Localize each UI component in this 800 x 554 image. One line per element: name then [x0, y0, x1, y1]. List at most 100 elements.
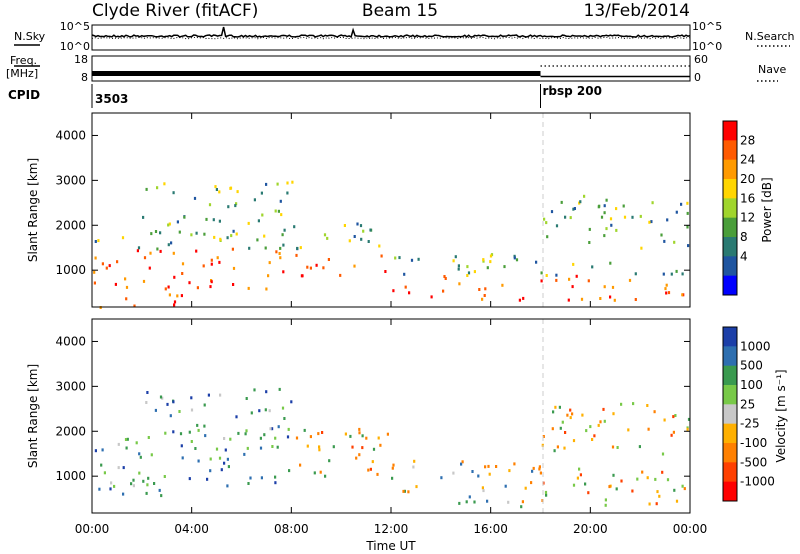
heatmap-cell [265, 182, 268, 186]
heatmap-cell [572, 207, 575, 211]
heatmap-cell [579, 200, 582, 204]
heatmap-cell [167, 223, 170, 227]
heatmap-cell [167, 243, 170, 247]
heatmap-cell [179, 432, 183, 436]
heatmap-cell [377, 436, 380, 440]
heatmap-cell [358, 453, 361, 457]
heatmap-cell [218, 456, 222, 460]
heatmap-cell [686, 201, 689, 205]
heatmap-cell [603, 204, 606, 208]
heatmap-cell [444, 277, 447, 280]
heatmap-cell [98, 487, 101, 491]
heatmap-cell [457, 264, 460, 268]
heatmap-cell [250, 411, 253, 415]
heatmap-cell [260, 476, 263, 480]
heatmap-cell [610, 223, 613, 227]
colorbar-tick-label: 25 [740, 397, 755, 411]
heatmap-cell [361, 446, 364, 450]
heatmap-cell [461, 460, 464, 464]
nsearch-label: N.Search [745, 30, 795, 43]
heatmap-cell [309, 266, 312, 270]
heatmap-cell [555, 278, 558, 282]
heatmap-cell [288, 469, 291, 473]
velocity-panel: 1000 2000 3000 4000 Slant Range [km] 1000 50… [26, 318, 788, 514]
heatmap-cell [178, 410, 181, 413]
heatmap-cell [286, 181, 289, 185]
heatmap-cell [235, 415, 238, 419]
heatmap-cell [651, 201, 654, 205]
heatmap-cell [569, 216, 572, 220]
heatmap-cell [443, 275, 446, 278]
heatmap-cell [258, 409, 261, 413]
noise-panel: N.Sky 10^5 10^0 10^5 10^0 N.Search [14, 20, 795, 53]
heatmap-cell [545, 221, 548, 225]
y-tick-label: 1000 [55, 263, 86, 277]
heatmap-cell [274, 209, 277, 213]
nsky-series-line [91, 26, 691, 38]
heatmap-cell [124, 438, 128, 441]
heatmap-cell [176, 294, 179, 298]
heatmap-cell [466, 274, 469, 277]
heatmap-cell [471, 470, 474, 473]
heatmap-cell [203, 424, 206, 428]
heatmap-cell [236, 190, 239, 194]
heatmap-cell [180, 444, 183, 448]
heatmap-cell [686, 211, 689, 215]
heatmap-cell [593, 434, 596, 438]
heatmap-cell [675, 210, 678, 214]
heatmap-cell [486, 499, 489, 503]
heatmap-cell [132, 484, 135, 488]
heatmap-cell [538, 465, 541, 469]
heatmap-cell [507, 500, 510, 504]
heatmap-cell [640, 246, 643, 250]
heatmap-cell [274, 436, 277, 440]
heatmap-cell [113, 484, 116, 488]
heatmap-cell [178, 230, 181, 234]
heatmap-cell [605, 198, 608, 202]
colorbar-tick-label: 16 [740, 191, 755, 205]
power-ylabel: Slant Range [km] [26, 158, 40, 262]
heatmap-cell [204, 434, 207, 438]
heatmap-cell [478, 288, 481, 291]
heatmap-cell [114, 282, 117, 286]
heatmap-cell [108, 264, 111, 268]
heatmap-cell [176, 220, 179, 224]
heatmap-cell [197, 459, 200, 463]
heatmap-cell [172, 251, 175, 255]
heatmap-cell [265, 287, 268, 291]
heatmap-cell [597, 423, 600, 427]
heatmap-cell [246, 446, 249, 450]
date-title: 13/Feb/2014 [584, 1, 690, 21]
heatmap-cell [560, 200, 563, 204]
heatmap-cell [539, 471, 542, 475]
heatmap-cell [323, 233, 327, 237]
heatmap-cell [172, 191, 175, 195]
heatmap-cell [215, 188, 218, 191]
heatmap-cell [650, 220, 653, 224]
heatmap-cell [628, 278, 632, 282]
heatmap-cell [647, 427, 650, 431]
colorbar-tick-label: 4 [740, 249, 748, 263]
heatmap-cell [190, 233, 193, 237]
heatmap-cell [303, 428, 306, 432]
x-tick-label: 00:00 [75, 522, 110, 536]
heatmap-cell [163, 475, 166, 478]
heatmap-cell [309, 435, 312, 439]
heatmap-cell [355, 456, 358, 460]
heatmap-cell [410, 258, 414, 262]
heatmap-cell [634, 272, 637, 276]
heatmap-cell [281, 406, 285, 410]
heatmap-cell [223, 437, 226, 440]
heatmap-cell [648, 502, 651, 506]
heatmap-cell [589, 425, 592, 429]
heatmap-cell [646, 404, 649, 407]
heatmap-cell [216, 256, 219, 260]
heatmap-cell [569, 408, 572, 412]
colorbar-tick-label: -25 [740, 417, 760, 431]
heatmap-cell [100, 463, 103, 467]
heatmap-cell [484, 287, 487, 291]
heatmap-cell [554, 405, 557, 409]
heatmap-cell [210, 280, 213, 284]
heatmap-cell [101, 262, 104, 266]
colorbar-swatch [723, 327, 737, 347]
